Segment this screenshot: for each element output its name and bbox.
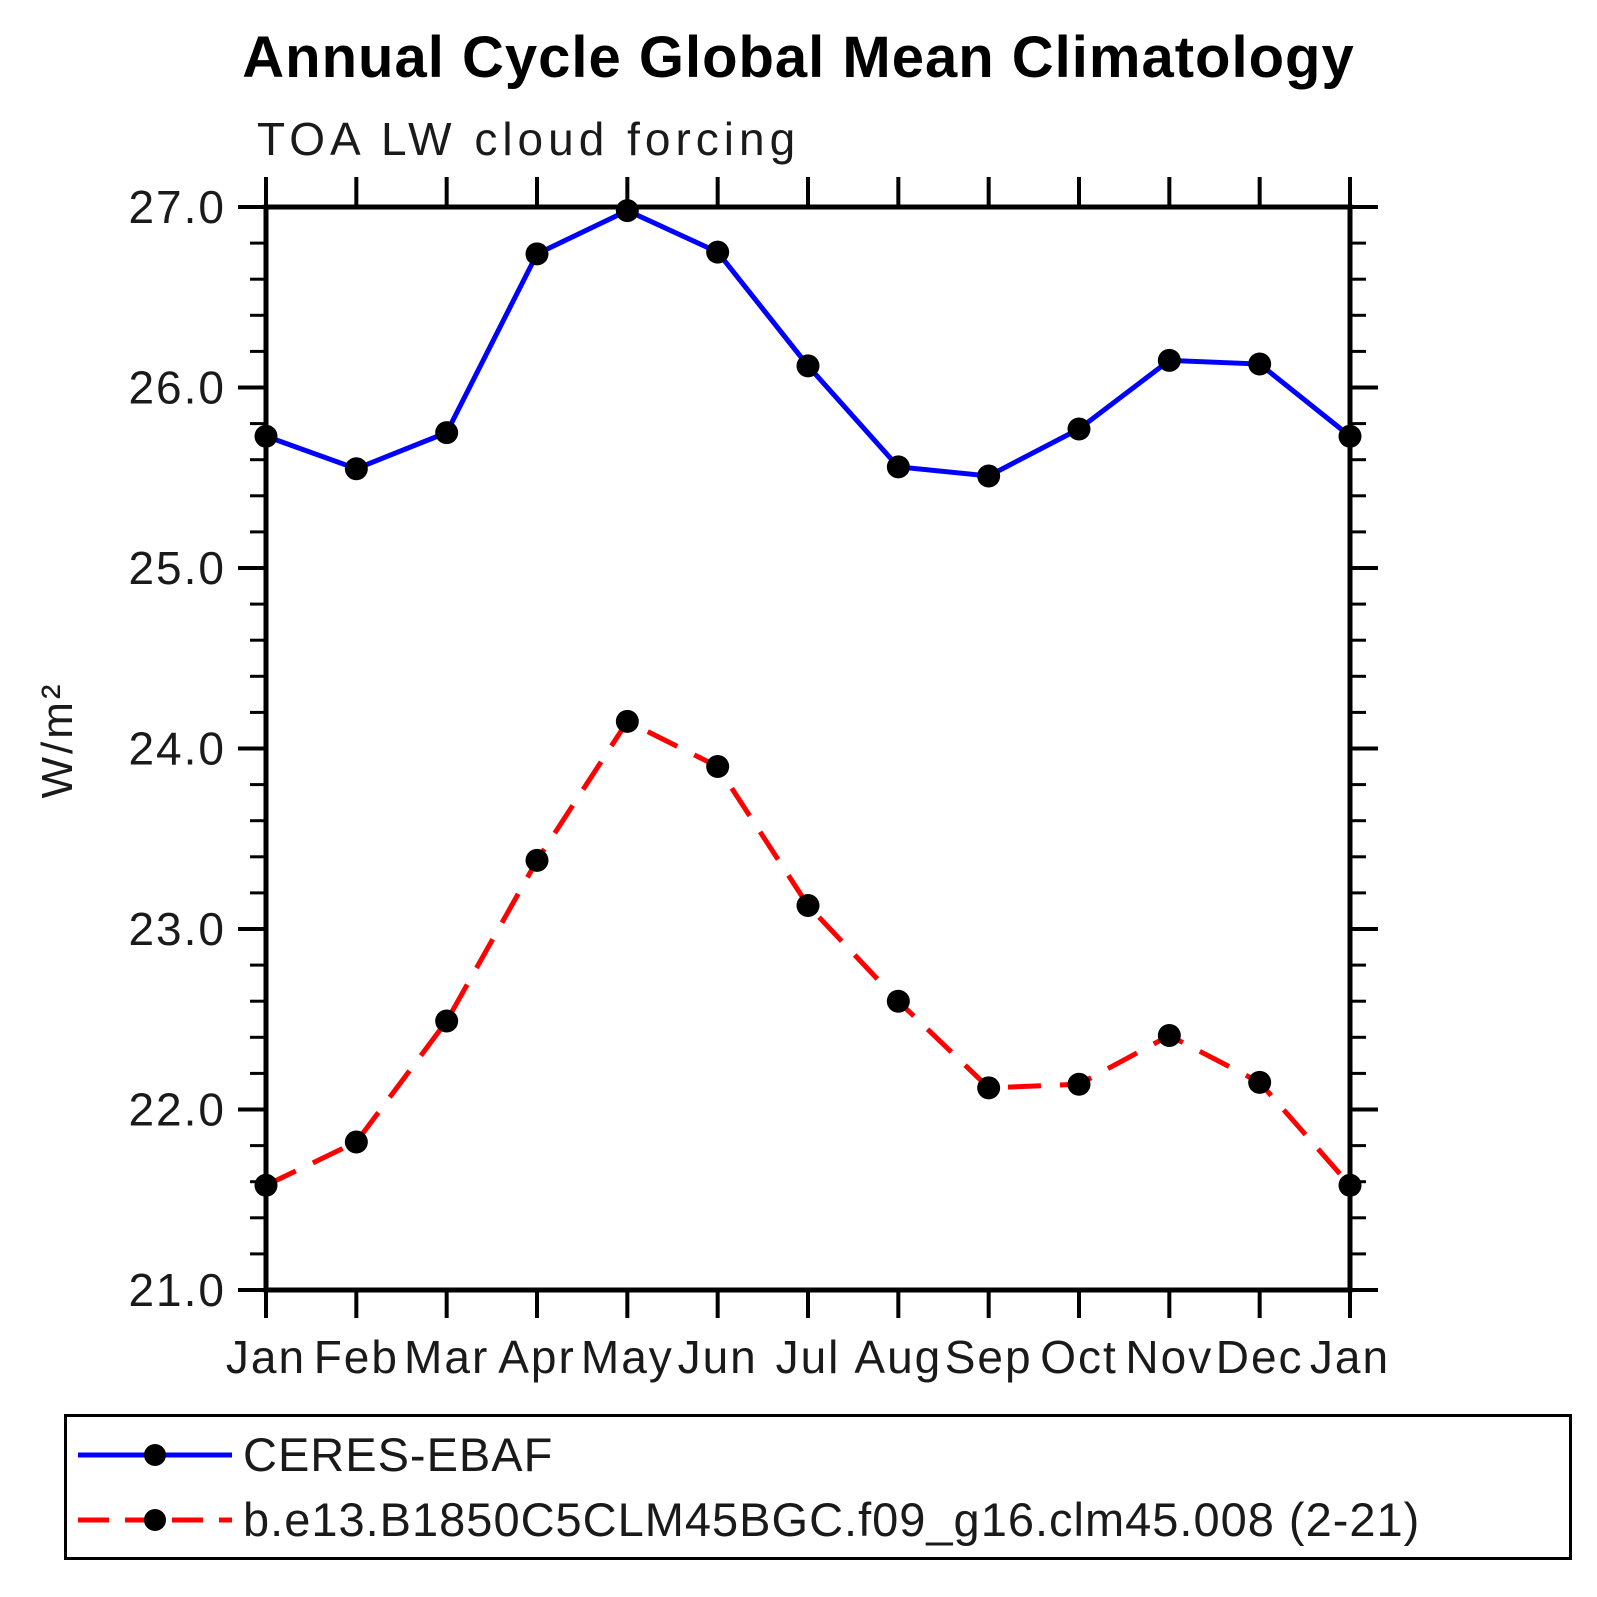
series-1-point-Dec xyxy=(1248,1070,1272,1094)
legend-item-model-run: b.e13.B1850C5CLM45BGC.f09_g16.clm45.008 … xyxy=(72,1492,1569,1547)
legend-sample-solid xyxy=(78,1443,232,1466)
series-1-point-Mar xyxy=(435,1009,459,1033)
series-0-point-Feb xyxy=(344,457,368,481)
series-0-point-Nov xyxy=(1157,348,1181,372)
legend-item-ceres-ebaf: CERES-EBAF xyxy=(72,1427,1569,1482)
y-axis-tick-label: 27.0 xyxy=(128,181,226,233)
series-1-point-Aug xyxy=(886,989,910,1013)
legend-label-model-run: b.e13.B1850C5CLM45BGC.f09_g16.clm45.008 … xyxy=(243,1493,1421,1546)
series-0-point-May xyxy=(615,199,639,223)
legend-label-ceres-ebaf: CERES-EBAF xyxy=(243,1428,554,1481)
x-axis-tick-label: Mar xyxy=(404,1331,489,1383)
series-0-line xyxy=(265,207,1352,479)
y-axis-tick-label: 26.0 xyxy=(128,362,226,414)
x-axis-tick-label: Aug xyxy=(854,1331,942,1383)
series-0-point-Apr xyxy=(525,242,549,266)
series-1-point-Jan xyxy=(1338,1173,1362,1197)
x-axis-tick-label: Jul xyxy=(776,1331,841,1383)
series-0-point-Jul xyxy=(796,354,820,378)
y-axis-tick-label: 23.0 xyxy=(128,903,226,955)
series-0-point-Sep xyxy=(977,464,1001,488)
series-0-point-Aug xyxy=(886,455,910,479)
x-axis-tick-label: Feb xyxy=(314,1331,399,1383)
y-axis-tick-label: 24.0 xyxy=(128,723,226,775)
x-axis-tick-label: Jun xyxy=(678,1331,758,1383)
legend-marker-icon xyxy=(144,1508,166,1531)
plot-frame xyxy=(263,204,1353,1293)
y-axis-tick-label: 22.0 xyxy=(128,1084,226,1136)
chart-title: Annual Cycle Global Mean Climatology xyxy=(242,25,1355,90)
x-axis-tick-label: Jan xyxy=(1310,1331,1390,1383)
x-axis-tick-label: Sep xyxy=(945,1331,1033,1383)
series-1-point-Nov xyxy=(1157,1023,1181,1047)
legend: CERES-EBAF b.e13.B1850C5CLM45BGC.f09_g16… xyxy=(64,1414,1572,1560)
series-0-point-Mar xyxy=(435,421,459,445)
x-axis-tick-label: Nov xyxy=(1125,1331,1213,1383)
y-axis-tick-label: 21.0 xyxy=(128,1264,226,1316)
series-1-point-May xyxy=(615,709,639,733)
x-axis-tick-label: Jan xyxy=(226,1331,306,1383)
series-0-point-Jan xyxy=(254,424,278,448)
series-1-point-Sep xyxy=(977,1076,1001,1100)
legend-marker-icon xyxy=(144,1443,166,1466)
x-axis-tick-label: Oct xyxy=(1040,1331,1118,1383)
series-1-point-Jun xyxy=(706,755,730,779)
x-axis-tick-label: May xyxy=(581,1331,674,1383)
series-1-point-Jul xyxy=(796,894,820,918)
legend-sample-dashed xyxy=(78,1508,232,1531)
series-0-point-Jan xyxy=(1338,424,1362,448)
y-axis-tick-label: 25.0 xyxy=(128,542,226,594)
series-0-point-Dec xyxy=(1248,352,1272,376)
x-axis-tick-label: Apr xyxy=(498,1331,576,1383)
series-1-point-Jan xyxy=(254,1173,278,1197)
series-0-point-Oct xyxy=(1067,417,1091,441)
series-1-point-Apr xyxy=(525,848,549,872)
x-axis-tick-label: Dec xyxy=(1216,1331,1304,1383)
series-0-point-Jun xyxy=(706,240,730,264)
series-1-line xyxy=(264,718,1352,1188)
series-1-point-Oct xyxy=(1067,1072,1091,1096)
series-1-point-Feb xyxy=(344,1130,368,1154)
chart-subtitle: TOA LW cloud forcing xyxy=(257,113,801,165)
